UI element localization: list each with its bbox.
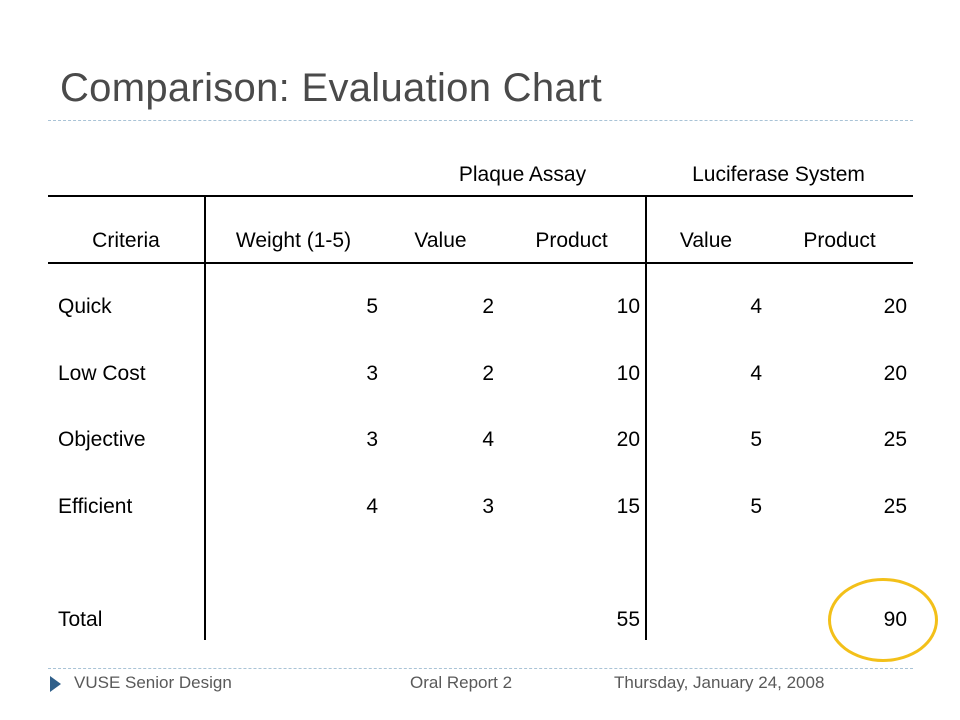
row-pa-value: 4	[482, 428, 494, 451]
divider-criteria	[204, 195, 206, 640]
footer-right-text: Thursday, January 24, 2008	[614, 673, 825, 692]
row-criteria: Efficient	[58, 495, 133, 518]
slide-title: Comparison: Evaluation Chart	[60, 66, 602, 110]
row-pa-product: 20	[616, 428, 640, 451]
row-pa-product: 10	[616, 295, 640, 318]
row-weight: 3	[366, 362, 378, 385]
column-header-criteria: Criteria	[92, 229, 160, 252]
row-weight: 3	[366, 428, 378, 451]
footer-left-text: VUSE Senior Design	[74, 673, 232, 692]
group-header-luciferase-system: Luciferase System	[692, 163, 865, 186]
total-pa-product: 55	[616, 608, 640, 631]
row-criteria: Quick	[58, 295, 112, 318]
row-ls-value: 5	[750, 428, 762, 451]
row-ls-product: 20	[883, 295, 907, 318]
row-pa-product: 10	[616, 362, 640, 385]
row-pa-product: 15	[616, 495, 640, 518]
divider-groups	[645, 195, 647, 640]
group-header-plaque-assay: Plaque Assay	[458, 163, 587, 186]
row-pa-value: 3	[482, 495, 494, 518]
column-header-weight: Weight (1-5)	[235, 229, 352, 252]
column-header-pa-product: Product	[535, 229, 608, 252]
footer-triangle-bullet-icon	[50, 676, 61, 692]
row-ls-product: 20	[883, 362, 907, 385]
highlight-circle	[828, 578, 938, 662]
row-ls-value: 4	[750, 362, 762, 385]
row-ls-product: 25	[883, 428, 907, 451]
row-criteria: Low Cost	[58, 362, 146, 385]
footer-divider	[48, 668, 913, 669]
row-criteria: Objective	[58, 428, 146, 451]
row-ls-value: 4	[750, 295, 762, 318]
header-bottom-border	[48, 262, 913, 264]
row-weight: 4	[366, 495, 378, 518]
title-divider	[48, 120, 913, 121]
total-label: Total	[58, 608, 103, 631]
footer-center-text: Oral Report 2	[410, 673, 513, 692]
header-top-border	[48, 195, 913, 197]
column-header-pa-value: Value	[414, 229, 467, 252]
row-pa-value: 2	[482, 362, 494, 385]
row-pa-value: 2	[482, 295, 494, 318]
column-header-ls-product: Product	[803, 229, 876, 252]
row-weight: 5	[366, 295, 378, 318]
column-header-ls-value: Value	[679, 229, 733, 252]
row-ls-product: 25	[883, 495, 907, 518]
row-ls-value: 5	[750, 495, 762, 518]
